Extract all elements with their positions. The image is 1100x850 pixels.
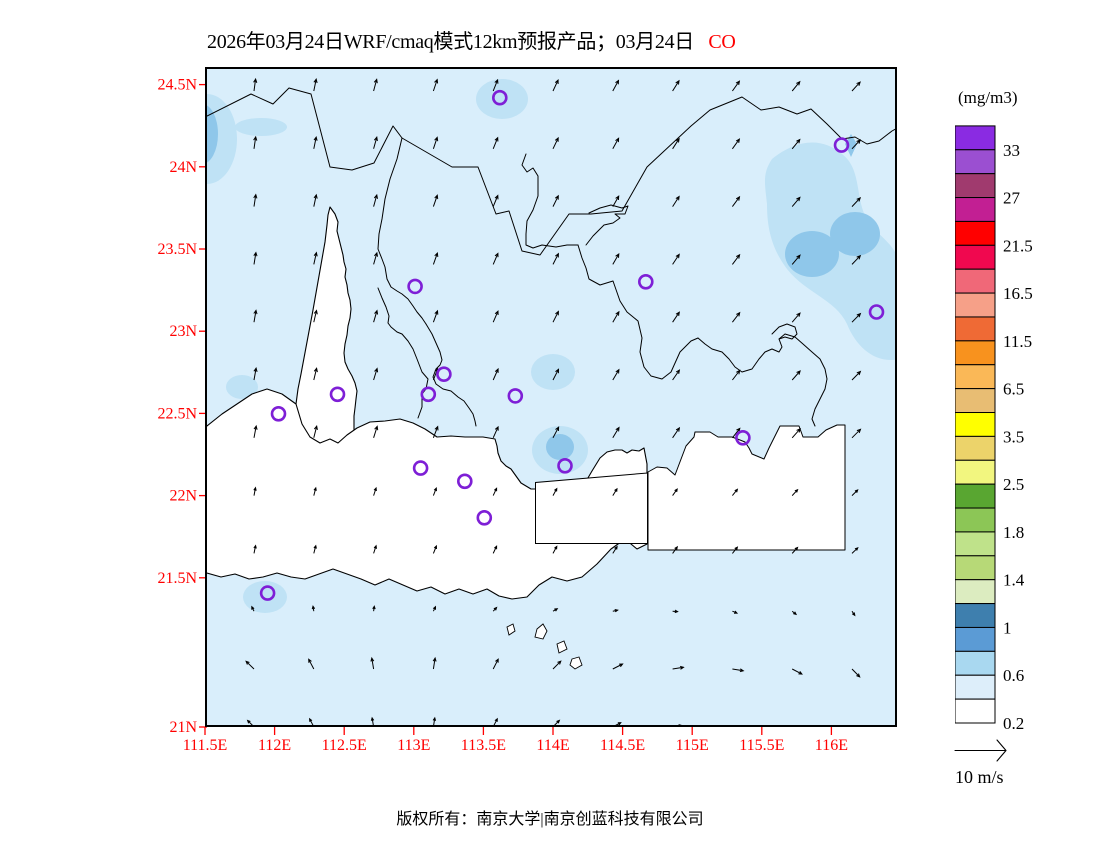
svg-text:10 m/s: 10 m/s — [955, 767, 1004, 787]
